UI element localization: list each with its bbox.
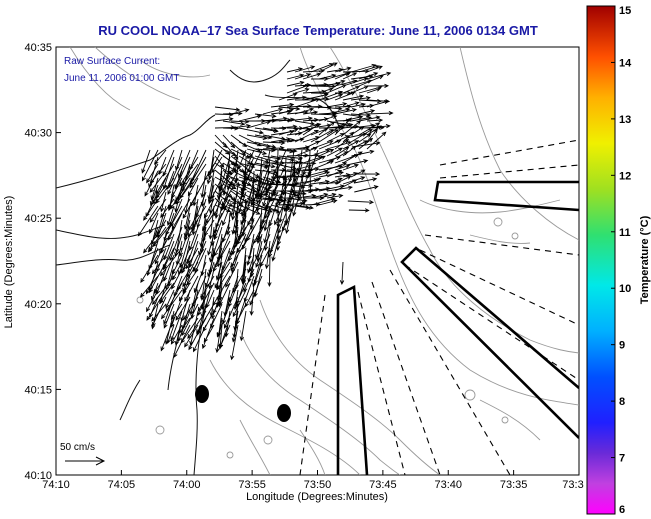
- x-axis-label: Longitude (Degrees:Minutes): [246, 491, 388, 503]
- x-tick-label: 73:45: [369, 479, 397, 491]
- colorbar-tick-label: 10: [619, 283, 631, 295]
- x-tick-label: 73:40: [434, 479, 462, 491]
- colorbar: [587, 6, 615, 514]
- y-tick-label: 40:15: [24, 384, 52, 396]
- colorbar-tick-label: 12: [619, 170, 631, 182]
- colorbar-tick-label: 11: [619, 227, 631, 239]
- y-tick-label: 40:10: [24, 470, 52, 482]
- x-tick-label: 73:35: [500, 479, 528, 491]
- y-tick-label: 40:25: [24, 213, 52, 225]
- y-axis-label: Latitude (Degrees:Minutes): [3, 196, 15, 329]
- colorbar-tick-label: 6: [619, 504, 625, 516]
- y-tick-label: 40:30: [24, 128, 52, 140]
- x-tick-label: 73:55: [238, 479, 266, 491]
- sst-map-figure: RU COOL NOAA–17 Sea Surface Temperature:…: [0, 0, 651, 519]
- x-tick-label: 74:05: [108, 479, 136, 491]
- colorbar-tick-label: 13: [619, 114, 631, 126]
- colorbar-tick-label: 14: [619, 57, 632, 69]
- colorbar-tick-label: 9: [619, 340, 625, 352]
- colorbar-tick-label: 8: [619, 396, 625, 408]
- current-legend-line2: June 11, 2006 01:00 GMT: [64, 73, 179, 84]
- y-tick-label: 40:20: [24, 299, 52, 311]
- colorbar-tick-label: 7: [619, 453, 625, 465]
- x-tick-label: 73:3: [562, 479, 583, 491]
- scale-label: 50 cm/s: [60, 442, 95, 453]
- colorbar-label: Temperature (°C): [639, 215, 651, 304]
- current-legend-line1: Raw Surface Current:: [64, 56, 160, 67]
- colorbar-tick-label: 15: [619, 5, 631, 17]
- y-tick-label: 40:35: [24, 42, 52, 54]
- figure-title: RU COOL NOAA–17 Sea Surface Temperature:…: [98, 23, 538, 38]
- x-tick-label: 74:00: [173, 479, 201, 491]
- x-tick-label: 73:50: [304, 479, 332, 491]
